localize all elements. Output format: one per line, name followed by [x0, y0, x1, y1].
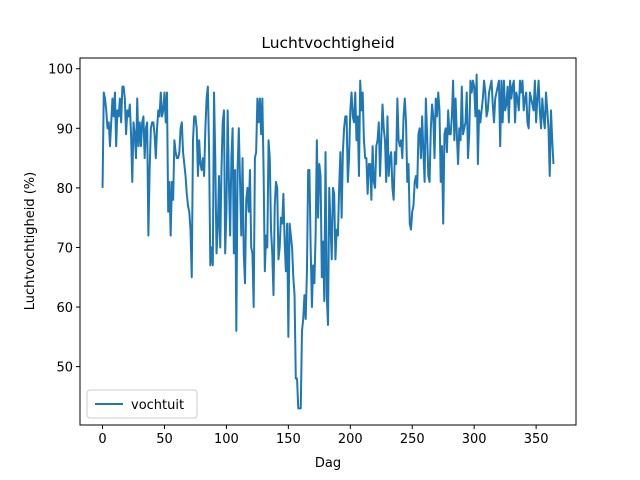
y-tick-label: 80	[56, 182, 73, 197]
x-tick-label: 0	[98, 432, 106, 447]
x-tick-label: 350	[524, 432, 549, 447]
plot-frame	[79, 57, 577, 426]
legend-box	[86, 389, 198, 419]
legend-label: vochtuit	[131, 398, 184, 413]
y-axis-label: Luchtvochtigheid (%)	[23, 172, 38, 310]
x-tick-label: 300	[462, 432, 487, 447]
y-tick-label: 70	[56, 241, 73, 256]
y-tick-label: 50	[56, 361, 73, 376]
x-tick-label: 250	[400, 432, 425, 447]
x-axis-label: Dag	[315, 456, 341, 471]
line	[101, 73, 555, 410]
x-tick-label: 50	[156, 432, 173, 447]
chart-title: Luchtvochtigheid	[261, 34, 394, 52]
y-tick-label: 100	[48, 63, 73, 78]
x-tick-label: 100	[214, 432, 239, 447]
x-tick-label: 150	[276, 432, 301, 447]
y-tick-label: 90	[56, 122, 73, 137]
y-tick-label: 60	[56, 301, 73, 316]
x-tick-label: 200	[338, 432, 363, 447]
